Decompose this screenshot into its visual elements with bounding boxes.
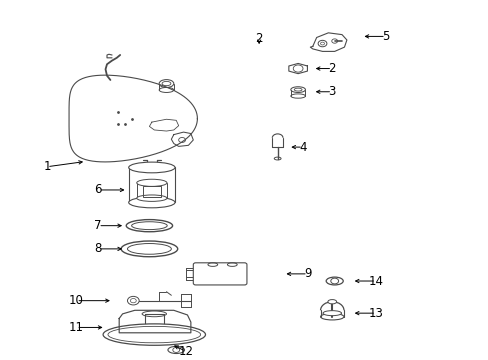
Ellipse shape [121,241,177,257]
Ellipse shape [323,311,341,316]
Text: 6: 6 [94,184,102,197]
Text: 2: 2 [255,32,263,45]
Ellipse shape [108,327,200,343]
Text: 3: 3 [328,85,335,98]
Circle shape [127,296,139,305]
Ellipse shape [126,220,172,232]
Ellipse shape [325,277,343,285]
Text: 12: 12 [178,345,193,358]
Text: 9: 9 [304,267,311,280]
Text: 8: 8 [94,242,102,255]
Ellipse shape [327,300,336,304]
Text: 7: 7 [94,219,102,232]
Circle shape [330,278,338,284]
Text: 2: 2 [328,62,335,75]
Ellipse shape [128,162,175,173]
Text: 13: 13 [368,307,383,320]
FancyBboxPatch shape [193,263,246,285]
Polygon shape [119,310,190,333]
Text: 10: 10 [69,294,83,307]
Text: 14: 14 [368,275,383,288]
Text: 1: 1 [43,160,51,173]
Ellipse shape [137,195,166,201]
Ellipse shape [103,324,205,345]
Ellipse shape [127,243,171,254]
Ellipse shape [131,222,167,230]
Text: 11: 11 [69,321,83,334]
Text: 4: 4 [299,141,306,154]
Ellipse shape [137,179,166,186]
Text: 5: 5 [382,30,389,43]
Ellipse shape [128,197,175,208]
